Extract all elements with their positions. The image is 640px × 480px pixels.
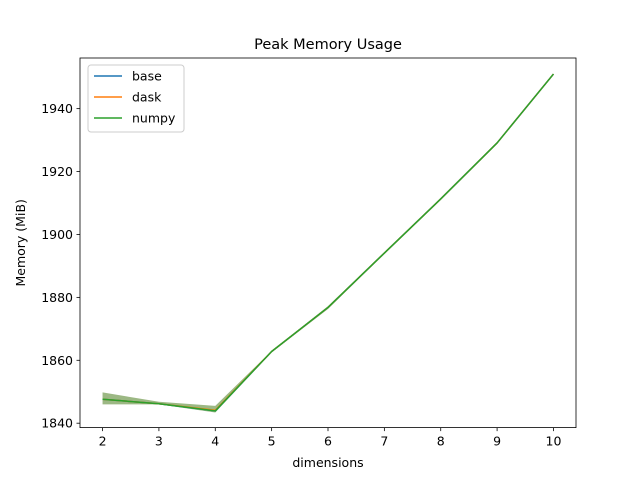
- legend-label-dask: dask: [132, 90, 162, 105]
- legend-frame: [87, 64, 185, 133]
- x-axis-label: dimensions: [292, 455, 363, 470]
- y-tick-label: 1920: [41, 164, 73, 179]
- y-tick-label: 1880: [41, 290, 73, 305]
- legend-entries: base dask numpy: [94, 69, 176, 126]
- x-tick-label: 3: [155, 434, 163, 449]
- y-tick-label: 1900: [41, 227, 73, 242]
- x-tick-label: 6: [324, 434, 332, 449]
- series-line-numpy: [102, 73, 555, 412]
- x-tick-label: 7: [380, 434, 388, 449]
- legend-label-numpy: numpy: [132, 111, 176, 126]
- x-tick-label: 4: [211, 434, 219, 449]
- y-axis-ticks: 1840 1860 1880 1900 1920 1940: [41, 101, 80, 431]
- x-axis-ticks: 2 3 4 5 6 7 8 9 10: [99, 427, 562, 449]
- legend-label-base: base: [132, 69, 162, 84]
- x-tick-label: 2: [99, 434, 107, 449]
- y-tick-label: 1840: [41, 416, 73, 431]
- y-axis-label: Memory (MiB): [13, 199, 28, 286]
- x-tick-label: 8: [437, 434, 445, 449]
- chart-title: Peak Memory Usage: [254, 37, 402, 53]
- legend: base dask numpy: [87, 64, 185, 133]
- x-tick-label: 5: [268, 434, 276, 449]
- x-tick-label: 10: [546, 434, 562, 449]
- y-tick-label: 1860: [41, 353, 73, 368]
- x-tick-label: 9: [493, 434, 501, 449]
- series-layer: [102, 73, 555, 412]
- y-tick-label: 1940: [41, 101, 73, 116]
